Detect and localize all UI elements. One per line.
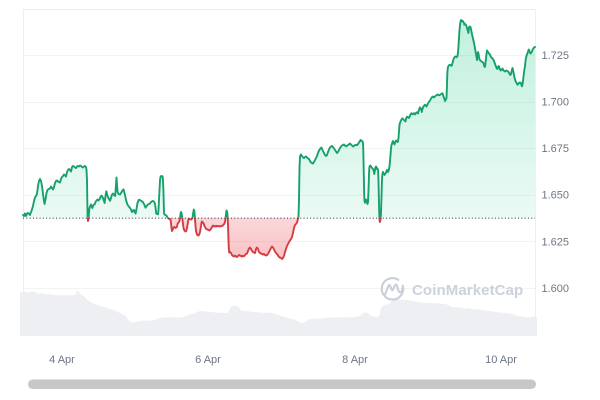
svg-text:1.600: 1.600 [542,283,570,295]
svg-text:6 Apr: 6 Apr [195,354,221,366]
svg-text:10 Apr: 10 Apr [485,354,517,366]
svg-text:1.675: 1.675 [542,143,570,155]
svg-text:1.725: 1.725 [542,50,570,62]
svg-text:8 Apr: 8 Apr [342,354,368,366]
svg-text:1.700: 1.700 [542,97,570,109]
svg-text:1.650: 1.650 [542,190,570,202]
svg-text:CoinMarketCap: CoinMarketCap [412,282,523,299]
svg-text:4 Apr: 4 Apr [49,354,75,366]
svg-text:1.625: 1.625 [542,236,570,248]
